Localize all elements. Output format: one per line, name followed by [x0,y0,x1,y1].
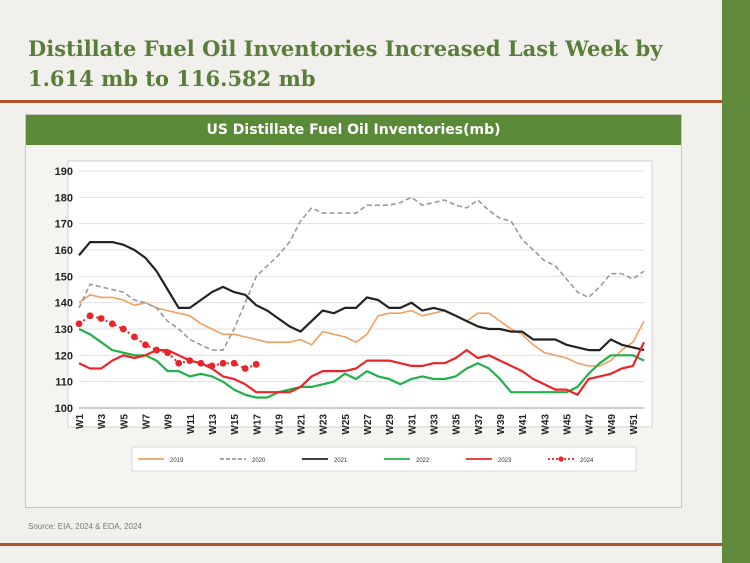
legend-item-2021: 2021 [302,458,348,464]
legend: 2019 2020 2021 2022 2023 2024 [131,446,637,472]
x-tick-label: W19 [274,414,285,435]
chart-panel: US Distillate Fuel Oil Inventories(mb) 1… [25,114,682,508]
x-tick-label: W21 [297,414,308,435]
point-2024 [241,365,249,372]
series-line-2019 [78,294,645,367]
legend-item-2020: 2020 [220,458,266,464]
x-tick-label: W41 [518,414,529,435]
x-tick-label: W29 [385,414,396,435]
chart-title: US Distillate Fuel Oil Inventories(mb) [26,115,681,145]
x-tick-label: W7 [141,414,152,429]
x-tick-label: W47 [585,414,596,435]
x-tick-label: W25 [341,414,352,435]
source-note: Source: EIA, 2024 & EOA, 2024 [28,522,142,531]
series-line-2022 [78,328,645,399]
x-tick-label: W3 [97,414,108,429]
point-2024 [164,349,172,357]
point-2024 [75,320,83,328]
point-2024 [208,362,216,370]
side-accent-bar [722,0,750,563]
y-tick-label: 110 [55,377,73,389]
legend-label: 2020 [252,458,266,464]
axis-labels: 100 110 120 130 140 150 160 170 180 190 W1 W3 W5 W7 W9… [55,166,644,435]
legend-item-2019: 2019 [138,458,184,464]
x-tick-label: W11 [186,414,197,434]
x-tick-label: W15 [230,414,241,435]
y-tick-label: 180 [55,192,73,204]
point-2024 [142,341,149,349]
legend-item-2024: 2024 [548,456,594,464]
legend-label: 2024 [580,458,594,464]
line-chart: 100 110 120 130 140 150 160 170 180 190 W1 W3 W5 W7 W9… [55,160,653,472]
x-tick-label: W49 [607,414,618,435]
x-tick-label: W51 [629,414,640,435]
point-2024 [108,320,116,328]
series-line-2021 [78,240,645,352]
x-tick-label: W27 [363,414,374,435]
y-tick-label: 130 [55,324,73,336]
x-tick-label: W31 [407,414,418,435]
legend-item-2023: 2023 [466,458,512,464]
point-2024 [186,357,194,364]
x-tick-label: W13 [208,414,219,435]
point-2024 [252,360,260,368]
y-tick-label: 120 [55,350,73,362]
x-tick-label: W5 [119,414,130,429]
plot-area [67,160,653,428]
point-2024 [219,359,227,367]
point-2024 [153,346,160,354]
y-tick-label: 140 [55,298,73,310]
legend-item-2022: 2022 [384,458,430,464]
x-tick-label: W17 [252,414,263,435]
legend-marker [558,456,564,462]
x-tick-label: W1 [75,414,86,429]
y-tick-label: 100 [55,403,73,415]
y-tick-label: 170 [55,219,73,231]
point-2024 [130,333,138,341]
x-tick-label: W39 [496,414,507,435]
series-line-2020 [78,196,645,351]
x-tick-label: W35 [452,414,463,435]
point-2024 [119,325,127,333]
series-layer [75,196,645,399]
point-2024 [197,359,205,367]
point-2024 [175,359,183,367]
footer-divider [0,543,722,546]
title-divider [0,100,722,103]
series-line-2023 [78,341,645,396]
legend-label: 2021 [334,458,348,464]
x-tick-label: W45 [562,414,573,435]
legend-label: 2023 [498,458,512,464]
slide-title: Distillate Fuel Oil Inventories Increase… [28,36,663,91]
y-tick-label: 160 [55,245,73,257]
legend-label: 2022 [416,458,430,464]
y-tick-label: 190 [55,166,73,178]
point-2024 [97,315,105,322]
x-tick-label: W43 [540,414,551,435]
x-tick-label: W23 [319,414,330,435]
legend-label: 2019 [170,458,184,464]
point-2024 [230,359,238,367]
point-2024 [86,312,94,320]
y-tick-label: 150 [55,271,73,283]
x-tick-label: W33 [430,414,441,435]
x-tick-label: W9 [164,414,175,429]
x-tick-label: W37 [474,414,485,435]
